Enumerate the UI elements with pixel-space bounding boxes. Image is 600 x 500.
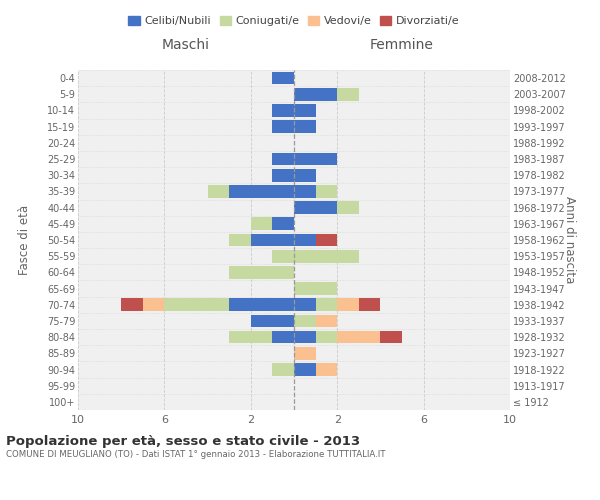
Bar: [251, 234, 294, 246]
Bar: [143, 298, 164, 311]
Bar: [294, 169, 316, 181]
Text: Popolazione per età, sesso e stato civile - 2013: Popolazione per età, sesso e stato civil…: [6, 435, 360, 448]
Bar: [316, 363, 337, 376]
Bar: [229, 331, 272, 344]
Bar: [229, 266, 294, 278]
Bar: [272, 250, 294, 262]
Bar: [294, 152, 337, 166]
Legend: Celibi/Nubili, Coniugati/e, Vedovi/e, Divorziati/e: Celibi/Nubili, Coniugati/e, Vedovi/e, Di…: [124, 11, 464, 30]
Bar: [272, 218, 294, 230]
Bar: [229, 298, 294, 311]
Bar: [272, 120, 294, 133]
Bar: [121, 298, 143, 311]
Bar: [316, 298, 337, 311]
Bar: [294, 234, 316, 246]
Bar: [229, 185, 294, 198]
Bar: [316, 234, 337, 246]
Text: Anni di nascita: Anni di nascita: [563, 196, 577, 284]
Bar: [294, 298, 316, 311]
Bar: [294, 331, 316, 344]
Bar: [164, 298, 229, 311]
Bar: [316, 185, 337, 198]
Text: Femmine: Femmine: [370, 38, 434, 52]
Bar: [337, 88, 359, 101]
Bar: [337, 331, 380, 344]
Bar: [294, 185, 316, 198]
Text: Fasce di età: Fasce di età: [17, 205, 31, 275]
Bar: [272, 72, 294, 85]
Bar: [294, 363, 316, 376]
Bar: [316, 314, 337, 328]
Bar: [294, 88, 337, 101]
Bar: [208, 185, 229, 198]
Bar: [359, 298, 380, 311]
Bar: [294, 202, 337, 214]
Bar: [337, 202, 359, 214]
Bar: [272, 104, 294, 117]
Bar: [337, 298, 359, 311]
Bar: [251, 218, 272, 230]
Text: COMUNE DI MEUGLIANO (TO) - Dati ISTAT 1° gennaio 2013 - Elaborazione TUTTITALIA.: COMUNE DI MEUGLIANO (TO) - Dati ISTAT 1°…: [6, 450, 386, 459]
Bar: [294, 282, 337, 295]
Bar: [272, 363, 294, 376]
Bar: [294, 250, 359, 262]
Bar: [229, 234, 251, 246]
Bar: [294, 314, 316, 328]
Bar: [272, 331, 294, 344]
Bar: [251, 314, 294, 328]
Bar: [294, 120, 316, 133]
Bar: [294, 104, 316, 117]
Bar: [272, 169, 294, 181]
Bar: [294, 347, 316, 360]
Bar: [272, 152, 294, 166]
Bar: [380, 331, 402, 344]
Bar: [316, 331, 337, 344]
Text: Maschi: Maschi: [162, 38, 210, 52]
